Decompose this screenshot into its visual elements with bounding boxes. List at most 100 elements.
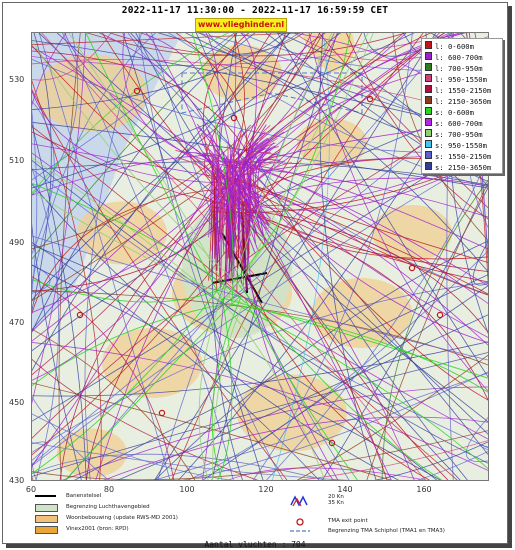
- departure-track: [32, 183, 247, 304]
- legend-entry: s: 2150-3650m: [425, 162, 491, 172]
- departure-track: [212, 303, 245, 480]
- arrival-track: [226, 33, 432, 248]
- arrival-track: [32, 50, 252, 239]
- legend-entry: s: 700-950m: [425, 129, 483, 139]
- legend-entry: l: 600-700m: [425, 52, 483, 62]
- flight-track: [32, 33, 86, 405]
- y-tick-label: 450: [9, 398, 25, 407]
- departure-track: [231, 33, 351, 285]
- flight-track: [56, 33, 488, 435]
- flight-track: [32, 223, 82, 480]
- vinex-swatch: [35, 526, 58, 534]
- flight-track: [252, 33, 413, 480]
- arrival-track: [59, 177, 239, 480]
- flight-track: [32, 33, 256, 333]
- flight-track: [32, 109, 38, 295]
- brand-label[interactable]: www.vlieghinder.nl: [195, 18, 287, 32]
- arrival-track: [32, 178, 233, 381]
- departure-track: [225, 33, 374, 300]
- flight-track: [266, 157, 488, 480]
- arrival-track: [86, 186, 234, 480]
- approach-track: [177, 157, 224, 228]
- legend-swatch: [425, 63, 432, 71]
- flight-track: [32, 341, 488, 397]
- map-canvas: [32, 33, 488, 480]
- wind-label: 20 Kn 35 Kn: [328, 494, 344, 506]
- flight-track: [321, 186, 488, 480]
- flight-track: [32, 33, 52, 312]
- flight-track: [117, 314, 488, 480]
- flight-track: [227, 467, 428, 480]
- y-tick-label: 530: [9, 75, 25, 84]
- flight-track: [32, 264, 441, 480]
- housing-label: Woonbebouwing (update RWS-MD 2001): [66, 515, 178, 521]
- flight-track: [41, 33, 426, 480]
- departure-track: [223, 303, 326, 480]
- flight-track: [109, 33, 407, 57]
- arrival-track: [32, 187, 238, 315]
- flight-track: [187, 250, 488, 480]
- arrival-track: [231, 33, 462, 250]
- flight-track: [122, 33, 264, 480]
- flight-track-map[interactable]: [31, 32, 489, 481]
- approach-track: [248, 130, 270, 236]
- flight-track: [208, 33, 300, 55]
- flight-track: [479, 444, 488, 451]
- flight-track: [103, 416, 488, 480]
- flight-track: [32, 281, 488, 453]
- arrival-track: [32, 46, 232, 260]
- flight-track: [135, 33, 461, 480]
- flight-track: [308, 33, 488, 392]
- arrival-track: [122, 33, 241, 249]
- approach-track: [200, 132, 229, 235]
- flight-track: [32, 154, 488, 467]
- time-range-title: 2022-11-17 11:30:00 - 2022-11-17 16:59:5…: [121, 5, 389, 16]
- flight-track: [265, 33, 488, 182]
- departure-track: [241, 306, 488, 470]
- departure-track: [224, 302, 488, 393]
- runway-swatch: [35, 495, 56, 497]
- approach-track: [199, 143, 232, 253]
- flight-track: [32, 136, 488, 422]
- tma-exit-point: [133, 87, 141, 95]
- departure-track: [68, 33, 229, 293]
- tma-exit-point: [436, 311, 444, 319]
- runway-label: Banenstelsel: [66, 493, 102, 499]
- urban-area: [102, 328, 202, 398]
- tma-exit-point: [328, 439, 336, 447]
- legend-swatch: [425, 52, 432, 60]
- flight-track: [32, 460, 37, 480]
- flight-track: [127, 33, 488, 295]
- arrival-track: [216, 153, 488, 343]
- flight-track: [32, 90, 488, 465]
- flight-track: [32, 453, 327, 480]
- urban-area: [37, 54, 147, 132]
- arrival-track: [240, 33, 257, 236]
- flight-track: [86, 33, 304, 56]
- flight-track: [271, 33, 330, 480]
- arrival-track: [95, 194, 222, 480]
- flight-track: [32, 125, 458, 480]
- map-key: Banenstelsel Begrenzing Luchthavengebied…: [31, 493, 487, 539]
- flight-track: [32, 33, 342, 301]
- flight-track: [154, 240, 488, 480]
- arrival-track: [228, 33, 327, 253]
- flight-track: [32, 33, 285, 111]
- flight-track: [466, 417, 488, 462]
- departure-track: [32, 190, 246, 305]
- tma-exit-point: [408, 264, 416, 272]
- departure-track: [244, 299, 358, 480]
- departure-track: [64, 295, 242, 480]
- departure-track: [238, 285, 443, 480]
- flight-track: [32, 396, 110, 480]
- approach-track: [175, 149, 215, 195]
- legend-swatch: [425, 96, 432, 104]
- flight-track: [32, 328, 196, 480]
- flight-track: [366, 182, 488, 480]
- arrival-track: [242, 201, 488, 283]
- altitude-legend: l: 0-600m l: 600-700m l: 700-950m l: 950…: [421, 38, 503, 174]
- approach-track: [211, 139, 222, 228]
- flight-track: [32, 40, 488, 132]
- flight-track: [32, 33, 238, 260]
- arrival-track: [32, 160, 221, 332]
